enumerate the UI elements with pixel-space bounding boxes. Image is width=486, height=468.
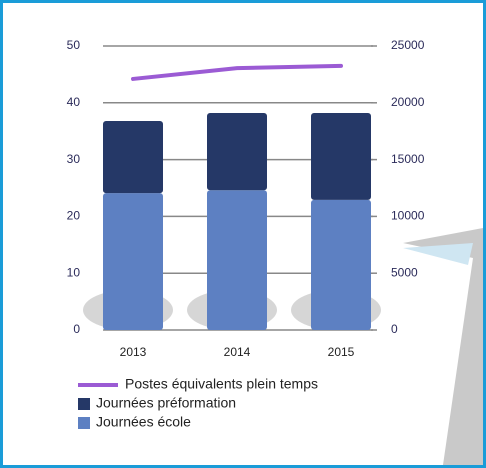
- x-tick-label: 2015: [328, 345, 355, 359]
- y2-tick-label: 5000: [391, 265, 418, 279]
- x-tick-label: 2014: [224, 345, 251, 359]
- legend-label: Journées préformation: [96, 395, 236, 411]
- line: [131, 63, 343, 81]
- y-tick-label: 50: [67, 38, 81, 52]
- legend-label: Postes équivalents plein temps: [125, 376, 318, 392]
- y-tick-label: 30: [67, 152, 81, 166]
- y2-tick-label: 25000: [391, 38, 425, 52]
- legend-swatch: [78, 383, 118, 387]
- decoration: [403, 243, 473, 265]
- y2-tick-label: 0: [391, 322, 398, 336]
- bar-segment: [207, 113, 267, 191]
- bar-segment: [311, 199, 371, 330]
- legend-swatch: [78, 417, 90, 429]
- legend-label: Journées école: [96, 414, 191, 430]
- y-tick-label: 40: [67, 95, 81, 109]
- decoration: [403, 228, 483, 465]
- y-tick-label: 20: [67, 209, 81, 223]
- y2-tick-label: 20000: [391, 95, 425, 109]
- y2-tick-label: 15000: [391, 152, 425, 166]
- y-tick-label: 10: [67, 265, 81, 279]
- x-tick-label: 2013: [120, 345, 147, 359]
- legend-swatch: [78, 398, 90, 410]
- bar-segment: [207, 190, 267, 330]
- y2-tick-label: 10000: [391, 209, 425, 223]
- bar-segment: [103, 120, 163, 194]
- y-tick-label: 0: [73, 322, 80, 336]
- chart: 0 10 20 30 40 50 0 5000 10000 15000 20000 25000 2013…: [67, 38, 483, 465]
- bar-segment: [103, 193, 163, 330]
- bar-segment: [311, 113, 371, 200]
